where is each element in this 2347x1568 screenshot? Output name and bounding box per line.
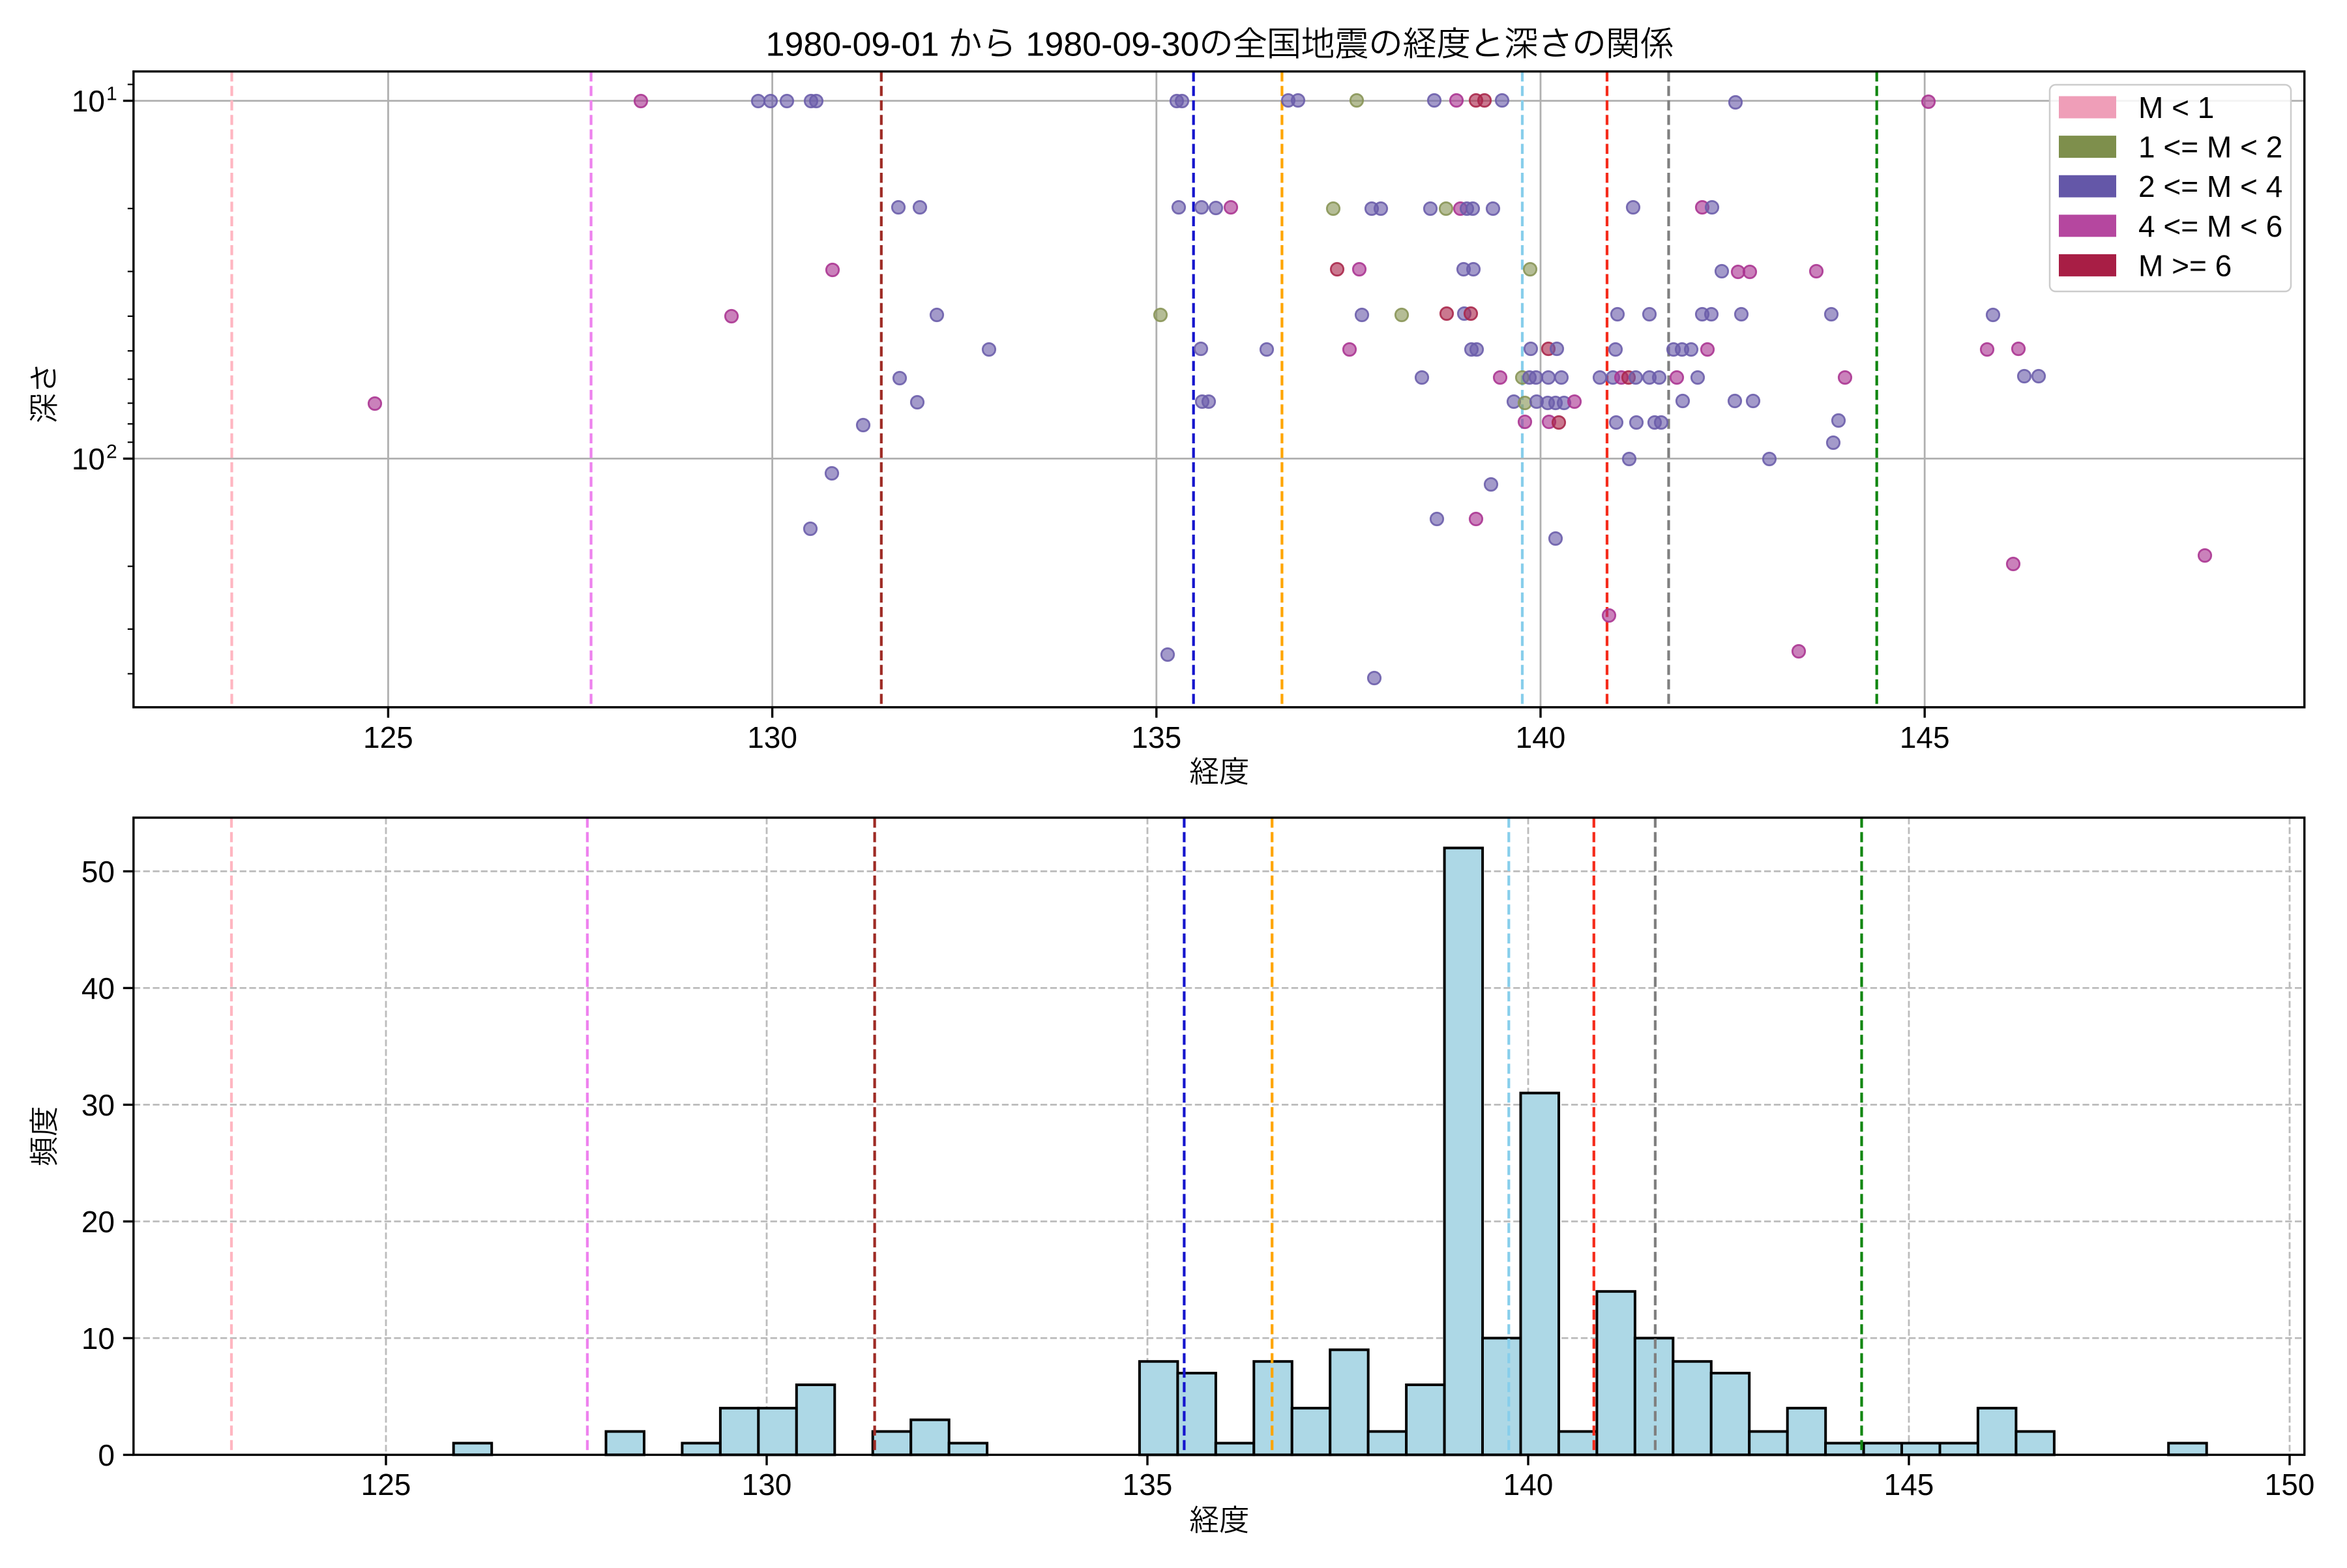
svg-text:150: 150 xyxy=(2265,1468,2315,1501)
svg-text:10: 10 xyxy=(81,1322,115,1355)
svg-text:20: 20 xyxy=(81,1205,115,1239)
svg-text:4 <= M < 6: 4 <= M < 6 xyxy=(2138,209,2282,243)
svg-text:145: 145 xyxy=(1884,1468,1934,1501)
svg-text:10: 10 xyxy=(72,442,105,476)
svg-text:135: 135 xyxy=(1123,1468,1173,1501)
svg-text:0: 0 xyxy=(98,1438,115,1472)
svg-text:M < 1: M < 1 xyxy=(2138,91,2214,125)
svg-text:145: 145 xyxy=(1900,720,1950,754)
svg-text:140: 140 xyxy=(1516,720,1566,754)
svg-text:135: 135 xyxy=(1131,720,1181,754)
svg-text:2 <= M < 4: 2 <= M < 4 xyxy=(2138,170,2282,203)
svg-text:1 <= M < 2: 1 <= M < 2 xyxy=(2138,130,2282,164)
svg-text:50: 50 xyxy=(81,855,115,889)
svg-text:130: 130 xyxy=(747,720,797,754)
svg-text:M >= 6: M >= 6 xyxy=(2138,248,2232,282)
svg-text:2: 2 xyxy=(106,441,117,462)
svg-text:30: 30 xyxy=(81,1088,115,1122)
svg-text:125: 125 xyxy=(363,720,413,754)
svg-text:125: 125 xyxy=(361,1468,411,1501)
svg-text:1: 1 xyxy=(106,83,117,105)
svg-text:130: 130 xyxy=(742,1468,792,1501)
svg-text:10: 10 xyxy=(72,84,105,118)
svg-text:40: 40 xyxy=(81,971,115,1005)
svg-text:140: 140 xyxy=(1503,1468,1554,1501)
